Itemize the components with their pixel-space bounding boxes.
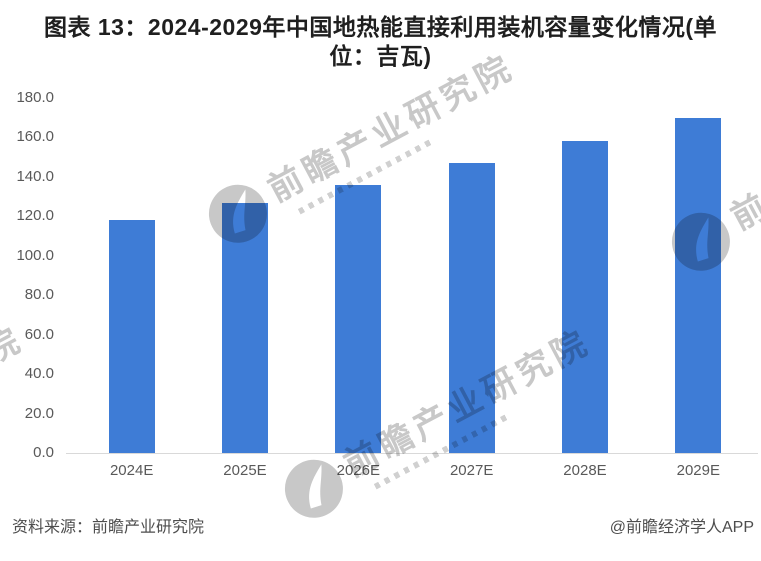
- y-axis-tick-label: 0.0: [33, 444, 54, 461]
- x-axis-label-2024E: 2024E: [109, 462, 154, 479]
- y-axis-tick-label: 40.0: [24, 365, 54, 383]
- y-axis-tick-label: 60.0: [24, 325, 54, 343]
- x-axis-label-2027E: 2027E: [449, 462, 494, 479]
- y-axis-tick-label: 100.0: [16, 246, 54, 264]
- figure-footer: 资料来源：前瞻产业研究院 @前瞻经济学人APP: [12, 513, 754, 537]
- x-axis-label-2029E: 2029E: [676, 462, 720, 479]
- app-credit: @前瞻经济学人APP: [609, 519, 754, 536]
- y-axis-tick-label: 180.0: [16, 89, 54, 106]
- x-axis-label-2028E: 2028E: [563, 462, 607, 479]
- x-axis-label-2026E: 2026E: [336, 462, 380, 479]
- bar-2024E: [108, 220, 155, 453]
- y-axis-tick-label: 80.0: [24, 286, 54, 304]
- bar-2025E: [221, 202, 268, 453]
- y-axis-tick-label: 20.0: [24, 404, 54, 422]
- x-axis-label-2025E: 2025E: [223, 462, 267, 479]
- x-axis-line: [66, 453, 758, 454]
- y-axis-tick-label: 140.0: [16, 167, 54, 185]
- bar-2028E: [561, 141, 608, 453]
- bar-2029E: [675, 117, 722, 453]
- bar-2026E: [335, 184, 382, 453]
- bar-2027E: [448, 163, 495, 453]
- source-note: 资料来源：前瞻产业研究院: [12, 519, 205, 536]
- chart-title-line-1: 图表 13：2024-2029年中国地热能直接利用装机容量变化情况(单: [43, 14, 718, 40]
- y-axis-tick-label: 160.0: [16, 128, 54, 146]
- chart-title-line-2: 位：吉瓦): [329, 43, 432, 69]
- chart-title: 图表 13：2024-2029年中国地热能直接利用装机容量变化情况(单 位：吉瓦…: [0, 13, 761, 71]
- y-axis-tick-label: 120.0: [16, 207, 54, 225]
